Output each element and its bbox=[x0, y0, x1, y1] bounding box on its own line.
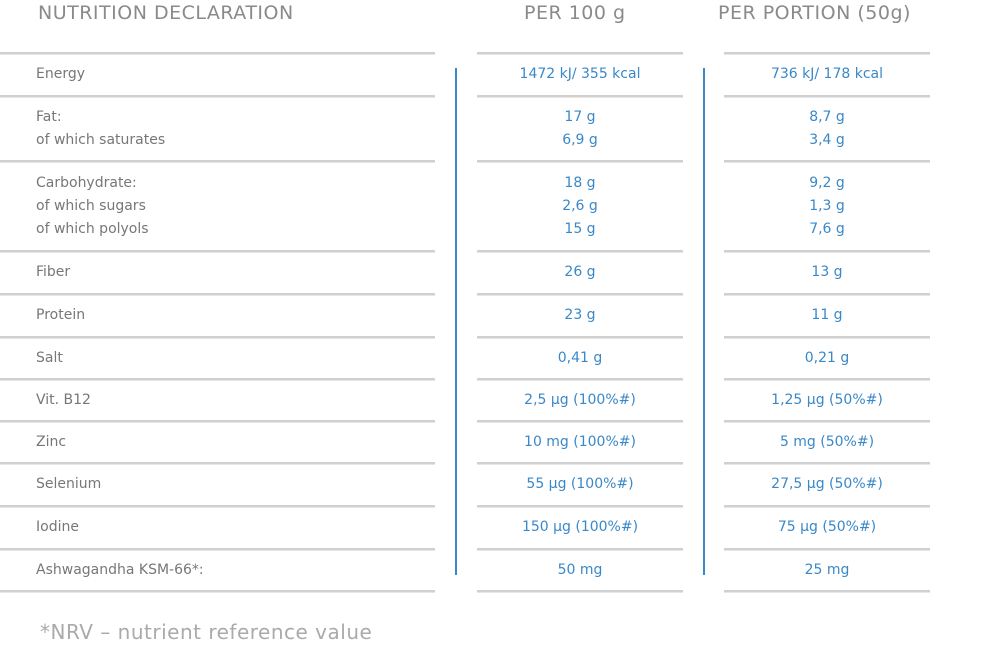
row-separator bbox=[724, 505, 930, 508]
nutrient-label: Fat: bbox=[36, 108, 62, 125]
value-per-portion: 3,4 g bbox=[809, 131, 845, 148]
row-separator bbox=[724, 293, 930, 296]
row-separator bbox=[477, 293, 683, 296]
nutrient-label: Ashwagandha KSM-66*: bbox=[36, 561, 204, 578]
value-per-portion: 8,7 g bbox=[809, 108, 845, 125]
divider bbox=[455, 68, 457, 575]
nutrient-label: Salt bbox=[36, 349, 63, 366]
nutrient-label: of which sugars bbox=[36, 197, 146, 214]
value-per-portion: 13 g bbox=[811, 264, 843, 280]
row-separator bbox=[0, 95, 435, 98]
row-separator bbox=[0, 160, 435, 163]
row-separator bbox=[724, 590, 930, 593]
row-separator bbox=[724, 250, 930, 253]
row-separator bbox=[477, 160, 683, 163]
value-per-100g: 18 g bbox=[564, 174, 596, 191]
value-per-100g: 10 mg (100%#) bbox=[524, 433, 636, 450]
row-separator bbox=[724, 378, 930, 381]
row-separator bbox=[477, 505, 683, 508]
row-separator bbox=[724, 462, 930, 465]
row-separator bbox=[477, 420, 683, 423]
row-separator bbox=[724, 95, 930, 98]
row-separator bbox=[477, 52, 683, 55]
row-separator bbox=[477, 462, 683, 465]
column-header: NUTRITION DECLARATION bbox=[38, 2, 294, 24]
nutrient-label: Zinc bbox=[36, 433, 67, 450]
nutrient-label: of which saturates bbox=[36, 131, 166, 148]
nutrient-label: Carbohydrate: bbox=[36, 174, 137, 191]
row-separator bbox=[477, 378, 683, 381]
row-separator bbox=[0, 590, 435, 593]
column-header: PER 100 g bbox=[524, 2, 626, 24]
row-separator bbox=[477, 590, 683, 593]
value-per-portion: 1,25 µg (50%#) bbox=[771, 391, 883, 408]
value-per-100g: 23 g bbox=[564, 307, 596, 323]
value-per-100g: 55 µg (100%#) bbox=[526, 476, 634, 492]
footnote: *NRV – nutrient reference value bbox=[40, 620, 373, 644]
value-per-portion: 27,5 µg (50%#) bbox=[771, 476, 883, 492]
row-separator bbox=[477, 95, 683, 98]
row-separator bbox=[724, 52, 930, 55]
value-per-100g: 2,6 g bbox=[562, 197, 598, 214]
nutrient-label: Energy bbox=[36, 66, 86, 82]
row-separator bbox=[0, 505, 435, 508]
row-separator bbox=[724, 160, 930, 163]
row-separator bbox=[0, 548, 435, 551]
row-separator bbox=[724, 336, 930, 339]
column-header: PER PORTION (50g) bbox=[718, 2, 911, 24]
value-per-portion: 9,2 g bbox=[809, 174, 845, 191]
row-separator bbox=[0, 336, 435, 339]
value-per-portion: 25 mg bbox=[804, 561, 850, 578]
row-separator bbox=[0, 250, 435, 253]
nutrient-label: Fiber bbox=[36, 264, 71, 280]
value-per-100g: 0,41 g bbox=[557, 349, 603, 366]
value-per-100g: 15 g bbox=[564, 220, 596, 237]
value-per-portion: 11 g bbox=[811, 307, 843, 323]
divider bbox=[703, 68, 705, 575]
nutrient-label: Iodine bbox=[36, 519, 79, 535]
value-per-portion: 75 µg (50%#) bbox=[777, 519, 877, 535]
row-separator bbox=[0, 462, 435, 465]
row-separator bbox=[477, 336, 683, 339]
value-per-100g: 26 g bbox=[564, 264, 596, 280]
value-per-portion: 5 mg (50%#) bbox=[779, 433, 875, 450]
value-per-100g: 6,9 g bbox=[562, 131, 598, 148]
row-separator bbox=[0, 293, 435, 296]
nutrient-label: Vit. B12 bbox=[36, 391, 91, 408]
row-separator bbox=[477, 250, 683, 253]
value-per-portion: 1,3 g bbox=[809, 197, 845, 214]
nutrient-label: Protein bbox=[36, 307, 86, 323]
row-separator bbox=[477, 548, 683, 551]
row-separator bbox=[0, 378, 435, 381]
row-separator bbox=[0, 52, 435, 55]
nutrient-label: Selenium bbox=[36, 476, 102, 492]
value-per-100g: 50 mg bbox=[557, 561, 603, 578]
value-per-100g: 2,5 µg (100%#) bbox=[524, 391, 636, 408]
value-per-portion: 736 kJ/ 178 kcal bbox=[770, 66, 884, 82]
value-per-100g: 1472 kJ/ 355 kcal bbox=[519, 66, 641, 82]
value-per-portion: 7,6 g bbox=[809, 220, 845, 237]
value-per-100g: 150 µg (100%#) bbox=[521, 519, 639, 535]
row-separator bbox=[0, 420, 435, 423]
value-per-100g: 17 g bbox=[564, 108, 596, 125]
row-separator bbox=[724, 420, 930, 423]
row-separator bbox=[724, 548, 930, 551]
value-per-portion: 0,21 g bbox=[804, 349, 850, 366]
nutrient-label: of which polyols bbox=[36, 220, 149, 237]
